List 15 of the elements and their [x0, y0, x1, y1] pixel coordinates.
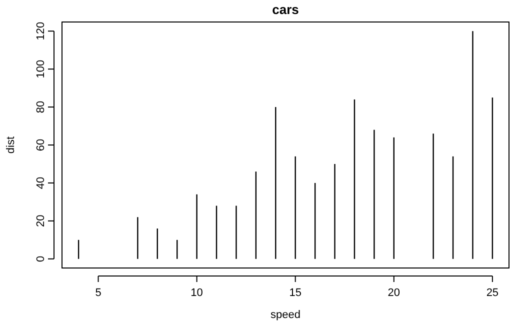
x-tick-label: 15: [289, 287, 302, 299]
x-tick-label: 5: [95, 287, 102, 299]
y-tick-label: 80: [35, 100, 47, 114]
y-tick-label: 60: [35, 138, 47, 152]
x-tick-label: 10: [190, 287, 203, 299]
y-tick-label: 120: [35, 22, 47, 40]
y-tick-label: 20: [35, 214, 47, 228]
x-tick-label: 25: [486, 287, 499, 299]
chart-title: cars: [272, 2, 299, 17]
y-tick-label: 0: [35, 256, 47, 262]
y-axis-title: dist: [5, 136, 17, 154]
y-tick-label: 100: [35, 60, 47, 78]
x-axis-title: speed: [270, 309, 300, 321]
y-tick-label: 40: [35, 176, 47, 190]
x-tick-label: 20: [388, 287, 400, 299]
